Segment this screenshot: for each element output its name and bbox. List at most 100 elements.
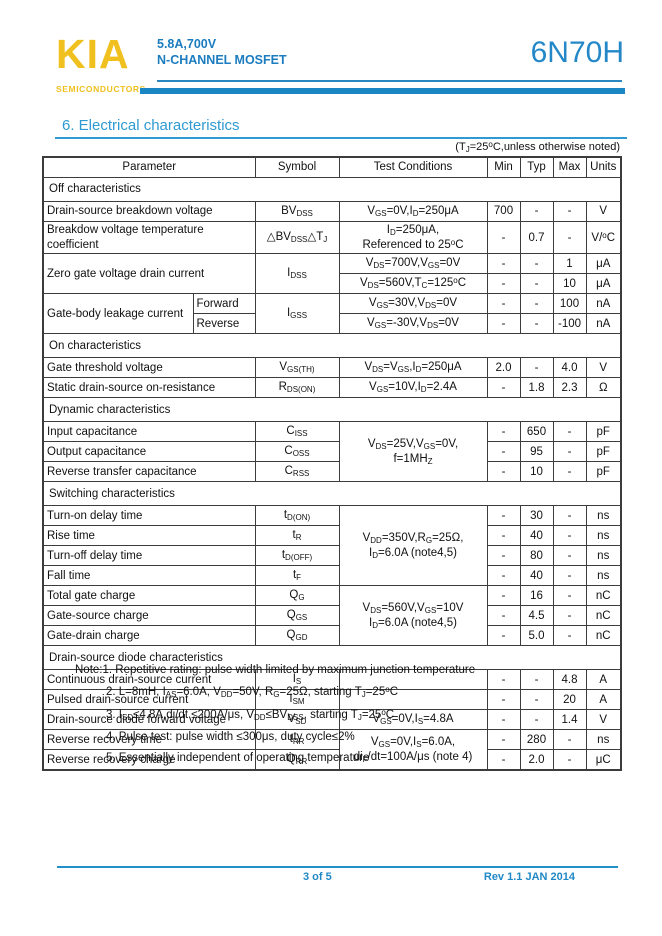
table-cell: 280 xyxy=(519,729,554,751)
product-block: 5.8A,700V N-CHANNEL MOSFET xyxy=(157,36,287,68)
table-cell: Breakdow voltage temperature coefficient xyxy=(42,220,256,255)
table-cell: ns xyxy=(585,525,622,547)
table-cell: IDSS xyxy=(254,253,340,295)
table-cell: Gate-body leakage current xyxy=(42,293,194,335)
table-cell: μA xyxy=(585,253,622,275)
table-cell: Turn-on delay time xyxy=(42,505,256,527)
part-number: 6N70H xyxy=(530,36,624,69)
table-cell: - xyxy=(552,605,587,627)
section-label: On characteristics xyxy=(42,333,622,359)
table-cell: IGSS xyxy=(254,293,340,335)
col-header-test-conditions: Test Conditions xyxy=(338,156,488,178)
section-label: Dynamic characteristics xyxy=(42,397,622,423)
table-cell: Gate threshold voltage xyxy=(42,357,256,379)
table-cell: - xyxy=(519,253,554,275)
table-cell: - xyxy=(519,201,554,222)
table-cell: 100 xyxy=(552,293,587,315)
table-header-row: Parameter Symbol Test Conditions Min Typ… xyxy=(42,156,622,178)
table-cell: 650 xyxy=(519,421,554,443)
table-cell: 2.0 xyxy=(519,749,554,771)
table-cell: - xyxy=(486,585,521,607)
table-cell: Rise time xyxy=(42,525,256,547)
section-label: Off characteristics xyxy=(42,177,622,202)
table-cell: pF xyxy=(585,461,622,483)
table-row: Gate-body leakage current Forward IGSS VGS=… xyxy=(42,293,622,335)
col-header-typ: Typ xyxy=(519,156,554,178)
table-cell: - xyxy=(552,201,587,222)
section-heading: 6. Electrical characteristics xyxy=(55,117,627,139)
table-cell: CRSS xyxy=(254,461,340,483)
table-cell: V xyxy=(585,201,622,222)
table-cell: Ω xyxy=(585,377,622,399)
table-cell: VDS=560V,TC=125oC xyxy=(338,273,488,295)
table-cell: ns xyxy=(585,565,622,587)
table-row: Output capacitance COSS -95- pF xyxy=(42,441,622,463)
table-cell: Output capacitance xyxy=(42,441,256,463)
table-cell: Reverse xyxy=(192,313,256,335)
table-cell: BVDSS xyxy=(254,201,340,222)
table-cell: - xyxy=(486,525,521,547)
table-cell: nC xyxy=(585,605,622,627)
table-cell: pF xyxy=(585,441,622,463)
page-number: 3 of 5 xyxy=(303,871,332,883)
table-cell: 20 xyxy=(552,689,587,711)
condition-note: (TJ=25oC,unless otherwise noted) xyxy=(455,140,620,154)
note-item: 2. L=8mH, IAS=6.0A, VDD=50V, RG=25Ω, sta… xyxy=(106,685,398,699)
table-row: Breakdow voltage temperature coefficient… xyxy=(42,220,622,255)
col-header-symbol: Symbol xyxy=(254,156,340,178)
kia-logo: KIA xyxy=(56,31,130,77)
note-item: Note:1. Repetitive rating: pulse width l… xyxy=(75,664,476,676)
table-row: Gate threshold voltage VGS(TH) VDS=VGS,ID=… xyxy=(42,357,622,379)
table-cell: - xyxy=(552,525,587,547)
table-cell: VDD=350V,RG=25Ω, ID=6.0A (note4,5) xyxy=(338,505,488,587)
table-cell: - xyxy=(519,293,554,315)
table-cell: - xyxy=(552,565,587,587)
table-cell: - xyxy=(486,313,521,335)
table-cell: △BVDSS△TJ xyxy=(254,220,340,255)
table-row: Reverse transfer capacitance CRSS -10- pF xyxy=(42,461,622,483)
table-cell: 1.4 xyxy=(552,709,587,731)
table-cell: QGD xyxy=(254,625,340,647)
table-cell: QG xyxy=(254,585,340,607)
table-cell: ns xyxy=(585,505,622,527)
table-cell: - xyxy=(486,377,521,399)
table-section-row: Off characteristics xyxy=(42,177,622,202)
table-row: Reverse VGS=-30V,VDS=0V - - -100 nA xyxy=(43,313,622,335)
table-cell: 700 xyxy=(486,201,521,222)
table-row: Zero gate voltage drain current IDSS VDS=7… xyxy=(42,253,622,295)
product-type: N-CHANNEL MOSFET xyxy=(157,53,287,67)
table-cell: μA xyxy=(585,273,622,295)
table-cell: VDS=25V,VGS=0V, f=1MHZ xyxy=(338,421,488,483)
header-rule-thin xyxy=(157,80,622,82)
table-cell: 4.0 xyxy=(552,357,587,379)
table-cell: Reverse recovery time xyxy=(42,729,256,751)
table-cell: Gate-drain charge xyxy=(42,625,256,647)
table-cell: QGS xyxy=(254,605,340,627)
table-section-row: Drain-source diode characteristics xyxy=(42,645,622,671)
logo-subtitle: SEMICONDUCTORS xyxy=(56,84,146,94)
table-cell: tF xyxy=(254,565,340,587)
table-cell: ns xyxy=(585,545,622,567)
table-cell: nA xyxy=(585,313,622,335)
table-cell: 2.3 xyxy=(552,377,587,399)
table-cell: 1 xyxy=(552,253,587,275)
table-cell: - xyxy=(552,625,587,647)
note-item: 4. Pulse test: pulse width ≤300μs, duty … xyxy=(106,731,355,743)
table-cell: -100 xyxy=(552,313,587,335)
table-cell: V xyxy=(585,357,622,379)
table-cell: - xyxy=(486,293,521,315)
footer-rule xyxy=(57,866,618,868)
table-cell: - xyxy=(486,461,521,483)
table-cell: Reverse transfer capacitance xyxy=(42,461,256,483)
table-row: Reverse recovery time tRR VGS=0V,IS=6.0A, d… xyxy=(42,729,622,771)
table-cell: 40 xyxy=(519,525,554,547)
table-cell: - xyxy=(519,273,554,295)
table-cell: - xyxy=(519,313,554,335)
table-cell: Forward xyxy=(192,293,256,315)
col-header-units: Units xyxy=(585,156,622,178)
table-body: Off characteristics Drain-source breakdow… xyxy=(42,177,622,771)
table-cell: - xyxy=(486,220,521,255)
product-rating: 5.8A,700V xyxy=(157,37,217,51)
table-row: Fall time tF -40- ns xyxy=(42,565,622,587)
table-cell: - xyxy=(552,505,587,527)
